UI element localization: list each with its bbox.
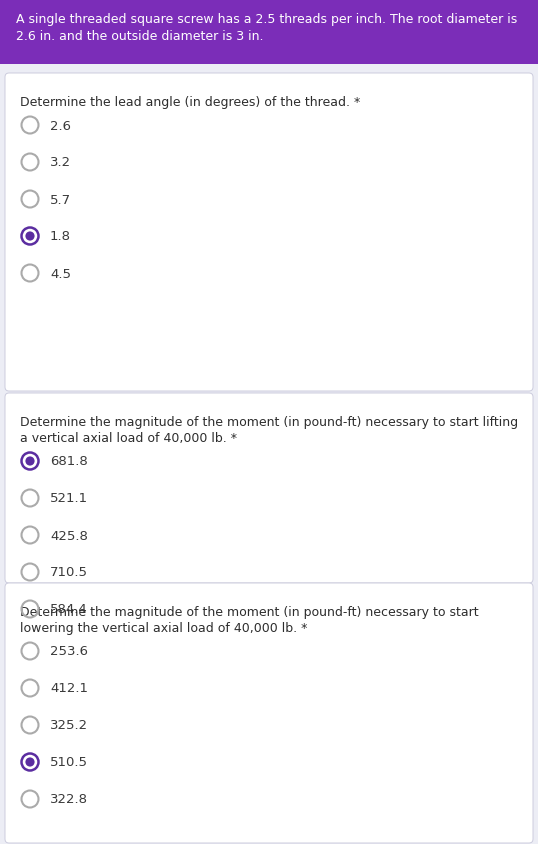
Text: 2.6: 2.6: [50, 119, 71, 133]
Text: 425.8: 425.8: [50, 529, 88, 542]
Text: 510.5: 510.5: [50, 755, 88, 769]
Text: 2.6 in. and the outside diameter is 3 in.: 2.6 in. and the outside diameter is 3 in…: [16, 30, 264, 43]
Text: Determine the magnitude of the moment (in pound-ft) necessary to start: Determine the magnitude of the moment (i…: [20, 605, 479, 619]
Text: Determine the lead angle (in degrees) of the thread. *: Determine the lead angle (in degrees) of…: [20, 96, 360, 109]
Text: 322.8: 322.8: [50, 793, 88, 805]
Text: 412.1: 412.1: [50, 682, 88, 695]
Text: 253.6: 253.6: [50, 645, 88, 657]
Text: 681.8: 681.8: [50, 455, 88, 468]
Text: 584.4: 584.4: [50, 603, 88, 616]
Circle shape: [25, 232, 34, 241]
FancyBboxPatch shape: [5, 74, 533, 392]
Text: 521.1: 521.1: [50, 492, 88, 505]
Text: 5.7: 5.7: [50, 193, 71, 206]
Bar: [0, 0, 538, 65]
Circle shape: [25, 457, 34, 466]
Text: 4.5: 4.5: [50, 268, 71, 280]
Text: 325.2: 325.2: [50, 718, 88, 732]
Text: a vertical axial load of 40,000 lb. *: a vertical axial load of 40,000 lb. *: [20, 431, 237, 445]
FancyBboxPatch shape: [5, 583, 533, 843]
Text: lowering the vertical axial load of 40,000 lb. *: lowering the vertical axial load of 40,0…: [20, 621, 307, 634]
FancyBboxPatch shape: [5, 393, 533, 583]
Text: 3.2: 3.2: [50, 156, 71, 170]
Circle shape: [25, 758, 34, 766]
Text: A single threaded square screw has a 2.5 threads per inch. The root diameter is: A single threaded square screw has a 2.5…: [16, 13, 517, 26]
Text: 710.5: 710.5: [50, 565, 88, 579]
Text: Determine the magnitude of the moment (in pound-ft) necessary to start lifting: Determine the magnitude of the moment (i…: [20, 415, 518, 429]
Text: 1.8: 1.8: [50, 230, 71, 243]
